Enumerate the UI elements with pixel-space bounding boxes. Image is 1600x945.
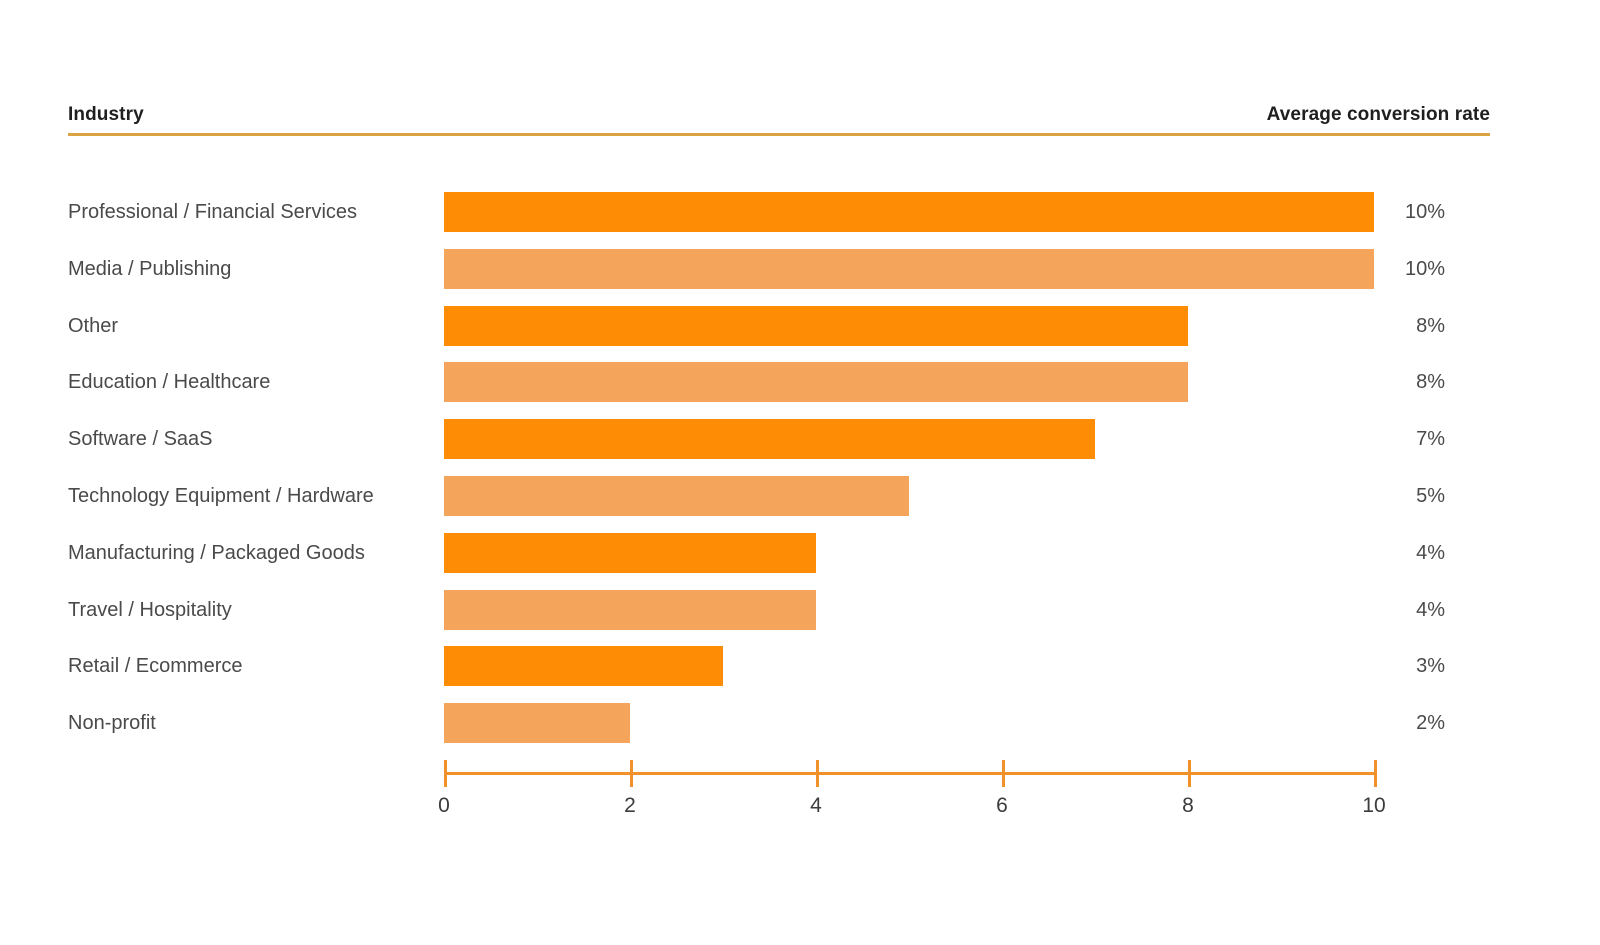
axis-tick	[1374, 760, 1377, 787]
axis-tick	[630, 760, 633, 787]
header-divider	[68, 133, 1490, 136]
bar	[444, 419, 1095, 460]
value-label: 8%	[1416, 314, 1445, 337]
bar	[444, 305, 1188, 346]
bar	[444, 646, 723, 687]
bar	[444, 476, 909, 516]
value-label: 2%	[1416, 712, 1445, 735]
category-label: Travel / Hospitality	[68, 598, 232, 621]
category-label: Professional / Financial Services	[68, 201, 358, 223]
bar	[444, 532, 816, 573]
chart-row: Technology Equipment / Hardware 5%	[0, 476, 1600, 516]
value-label: 4%	[1416, 598, 1445, 621]
category-label: Media / Publishing	[68, 257, 232, 280]
chart-row: Travel / Hospitality 4%	[0, 589, 1600, 630]
category-label: Software / SaaS	[68, 428, 213, 451]
x-axis-line	[444, 772, 1374, 775]
category-label: Non-profit	[68, 712, 156, 735]
bar	[444, 248, 1374, 289]
chart-row: Software / SaaS 7%	[0, 419, 1600, 460]
x-axis: 0 2 4 6 8 10	[438, 760, 1386, 817]
axis-tick	[1188, 760, 1191, 787]
axis-tick-label: 6	[996, 794, 1008, 817]
header-row: Industry Average conversion rate	[68, 96, 1490, 126]
header-conversion-rate-title: Average conversion rate	[1266, 104, 1490, 125]
axis-tick-label: 10	[1362, 794, 1386, 817]
chart-row: Other 8%	[0, 305, 1600, 346]
axis-tick-label: 4	[810, 794, 822, 817]
value-label: 4%	[1416, 541, 1445, 564]
chart-row: Education / Healthcare 8%	[0, 362, 1600, 403]
axis-tick	[1002, 760, 1005, 787]
axis-tick	[816, 760, 819, 787]
chart-row: Professional / Financial Services 10%	[0, 192, 1600, 232]
category-label: Manufacturing / Packaged Goods	[68, 541, 365, 564]
axis-tick-label: 0	[438, 794, 450, 817]
chart-row: Retail / Ecommerce 3%	[0, 646, 1600, 687]
chart-row: Media / Publishing 10%	[0, 248, 1600, 289]
value-label: 7%	[1416, 428, 1445, 451]
value-label: 8%	[1416, 371, 1445, 394]
value-label: 3%	[1416, 655, 1445, 678]
value-label: 5%	[1416, 485, 1445, 507]
category-label: Other	[68, 314, 119, 337]
header-industry-title: Industry	[68, 104, 144, 125]
bar	[444, 589, 816, 630]
axis-tick-label: 8	[1182, 794, 1194, 817]
category-label: Technology Equipment / Hardware	[68, 485, 374, 507]
value-label: 10%	[1404, 257, 1445, 280]
bar	[444, 192, 1374, 232]
value-label: 10%	[1404, 201, 1445, 223]
chart-row: Manufacturing / Packaged Goods 4%	[0, 532, 1600, 573]
chart-row: Non-profit 2%	[0, 703, 1600, 744]
bar	[444, 362, 1188, 403]
bar	[444, 703, 630, 744]
category-label: Education / Healthcare	[68, 371, 271, 394]
table-header: Industry Average conversion rate	[68, 96, 1490, 136]
axis-tick	[444, 760, 447, 787]
axis-tick-label: 2	[624, 794, 636, 817]
category-label: Retail / Ecommerce	[68, 655, 243, 678]
